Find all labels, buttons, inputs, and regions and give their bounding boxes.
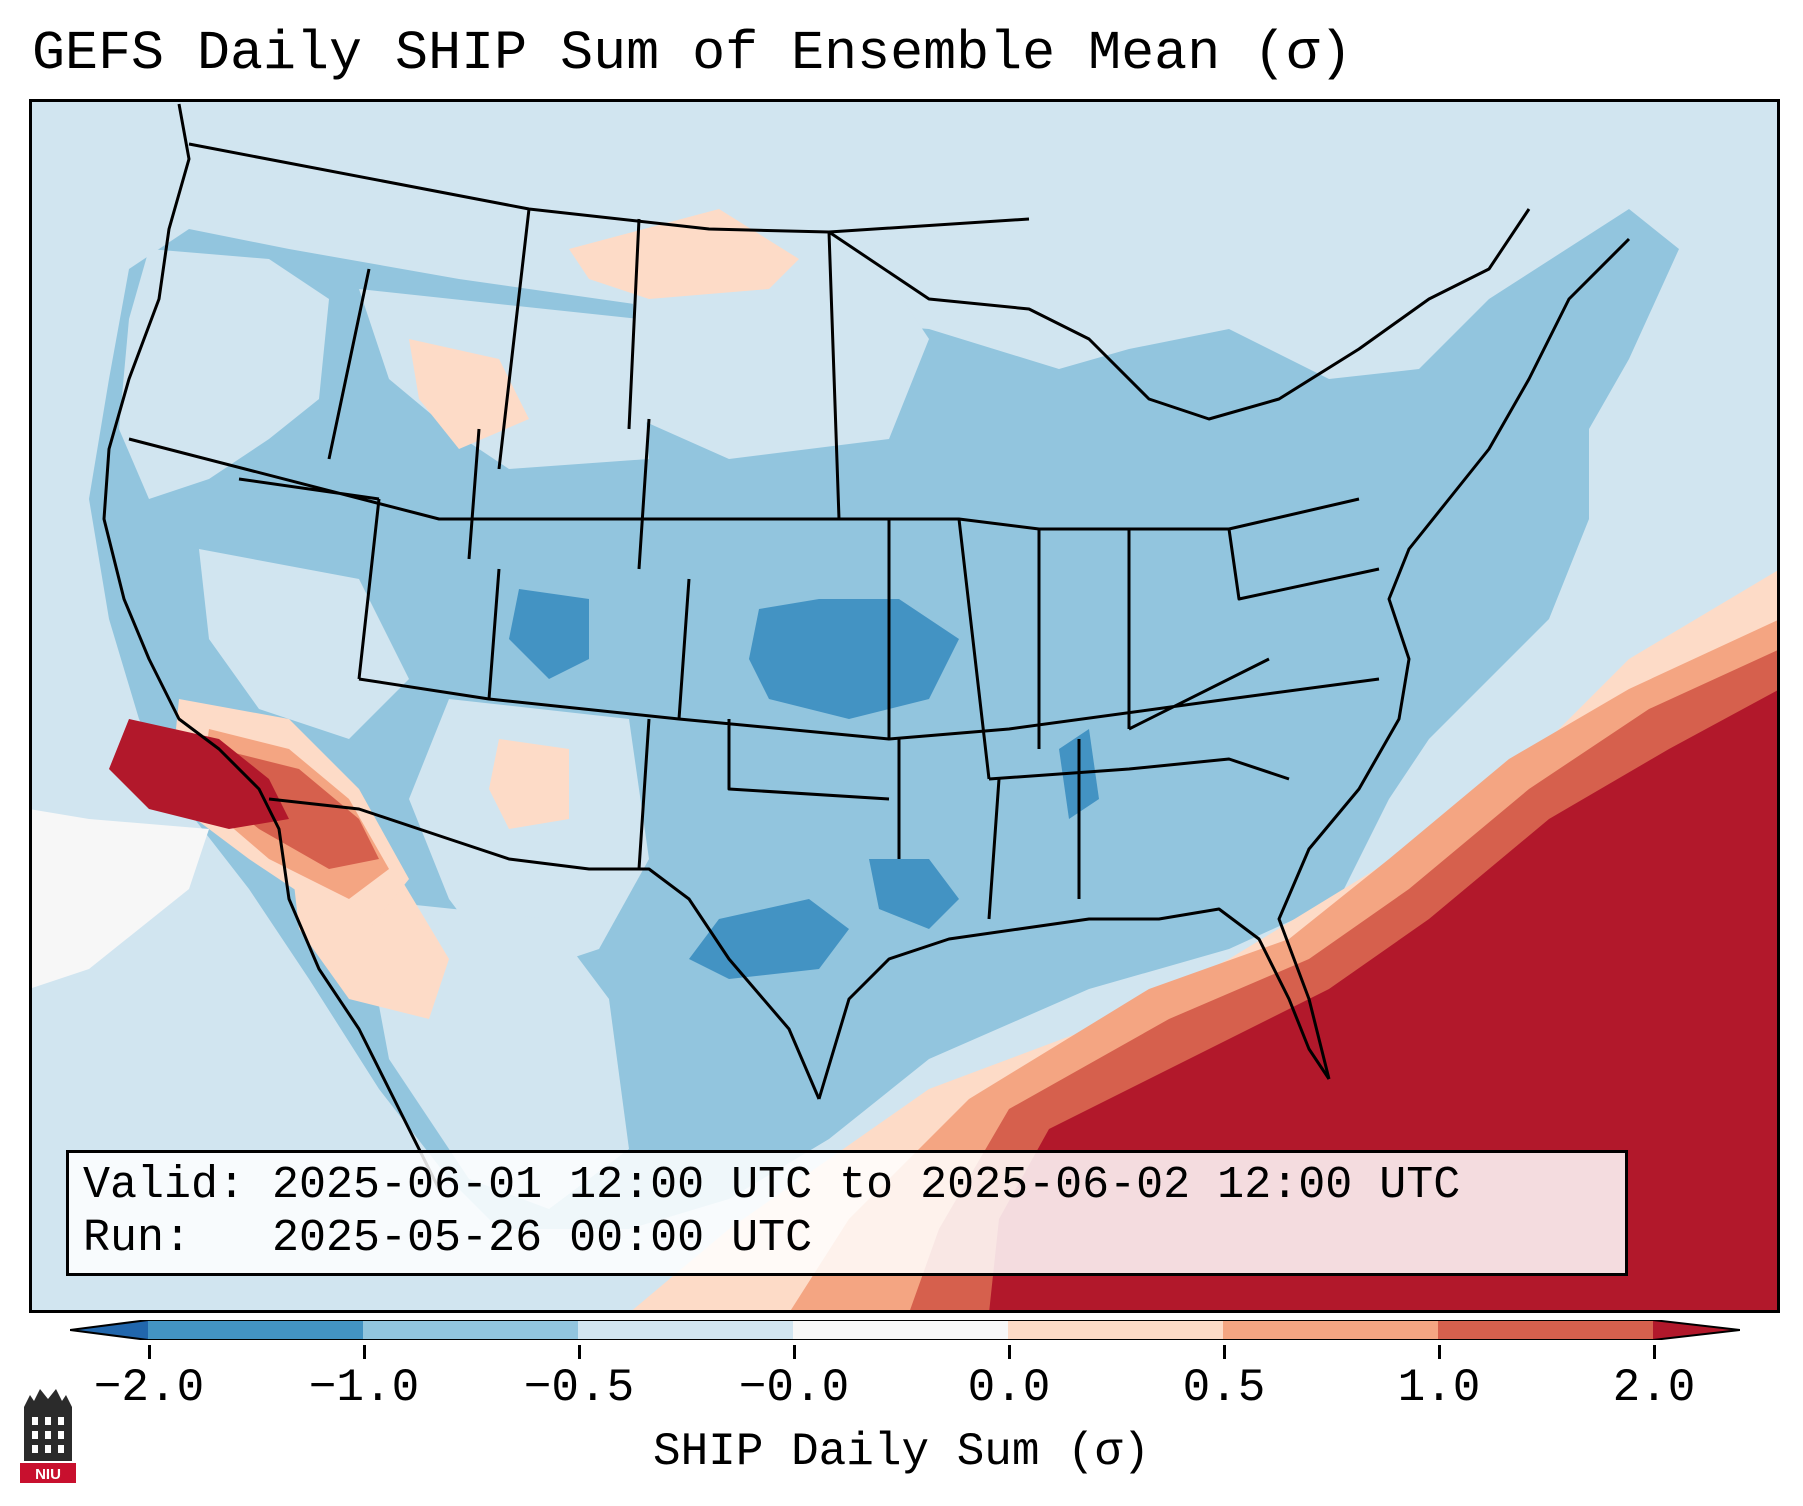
colorbar-tick	[148, 1345, 151, 1359]
colorbar-tick	[578, 1345, 581, 1359]
dark-blue-kansas-missouri	[749, 599, 959, 719]
colorbar-segment-6	[1223, 1320, 1438, 1340]
colorbar-tick	[1438, 1345, 1441, 1359]
atlantic-coast	[1277, 237, 1631, 1080]
colorbar-tick-label: −1.0	[308, 1362, 420, 1414]
colorbar	[70, 1320, 1740, 1340]
map-svg	[29, 99, 1780, 1313]
pink-patch-north-dakota	[569, 209, 799, 299]
light-patch-southwest	[409, 699, 649, 979]
colorbar-tick-label: 0.5	[1182, 1362, 1266, 1414]
niu-logo-icon: NIU	[20, 1389, 76, 1483]
gulf-coast	[817, 907, 1331, 1100]
colorbar-segment-1	[148, 1320, 363, 1340]
pink-patch-montana	[409, 339, 529, 449]
map-border	[29, 99, 1780, 1313]
colorbar-tick-label: −0.0	[738, 1362, 850, 1414]
dark-blue-colorado	[509, 589, 589, 679]
colorbar-tick	[363, 1345, 366, 1359]
map-panel	[29, 99, 1780, 1313]
colorbar-segment-4	[793, 1320, 1008, 1340]
colorbar-tick-label: −2.0	[93, 1362, 205, 1414]
state-lines-horizontal	[128, 437, 1380, 801]
colorbar-extend-high	[1653, 1320, 1740, 1340]
colorbar-segment-3	[578, 1320, 793, 1340]
warm-california-max	[109, 719, 289, 829]
pink-patch-new-mexico	[489, 739, 569, 829]
light-patch-great-basin	[199, 549, 409, 739]
colorbar-tick-label: 1.0	[1397, 1362, 1481, 1414]
borders	[102, 103, 1631, 1190]
colorbar-tick	[1223, 1345, 1226, 1359]
colorbar-segment-2	[363, 1320, 578, 1340]
colorbar-segment-5	[1008, 1320, 1223, 1340]
state-lines-vertical	[327, 208, 1131, 920]
valid-time-box: Valid: 2025-06-01 12:00 UTC to 2025-06-0…	[66, 1150, 1628, 1276]
colorbar-label: SHIP Daily Sum (σ)	[653, 1426, 1150, 1478]
neutral-streak-pacific	[29, 809, 209, 989]
great-lakes-border	[828, 208, 1531, 421]
run-line: Run: 2025-05-26 00:00 UTC	[83, 1213, 813, 1264]
colorbar-tick	[1008, 1345, 1011, 1359]
colorbar-tick-label: −0.5	[523, 1362, 635, 1414]
colorbar-tick	[1653, 1345, 1656, 1359]
colorbar-tick-label: 2.0	[1612, 1362, 1696, 1414]
light-patch-northwest	[119, 249, 329, 499]
colorbar-segment-7	[1438, 1320, 1653, 1340]
canada-border	[188, 142, 1030, 234]
logo-text: NIU	[35, 1466, 61, 1483]
mexico-border	[268, 797, 821, 1100]
colorbar-tick-label: 0.0	[967, 1362, 1051, 1414]
coastline-west	[102, 103, 441, 1190]
valid-line: Valid: 2025-06-01 12:00 UTC to 2025-06-0…	[83, 1160, 1461, 1211]
colorbar-tick	[793, 1345, 796, 1359]
dark-blue-louisiana	[869, 859, 959, 929]
chart-title: GEFS Daily SHIP Sum of Ensemble Mean (σ)	[32, 22, 1353, 85]
colorbar-extend-low	[70, 1320, 148, 1340]
